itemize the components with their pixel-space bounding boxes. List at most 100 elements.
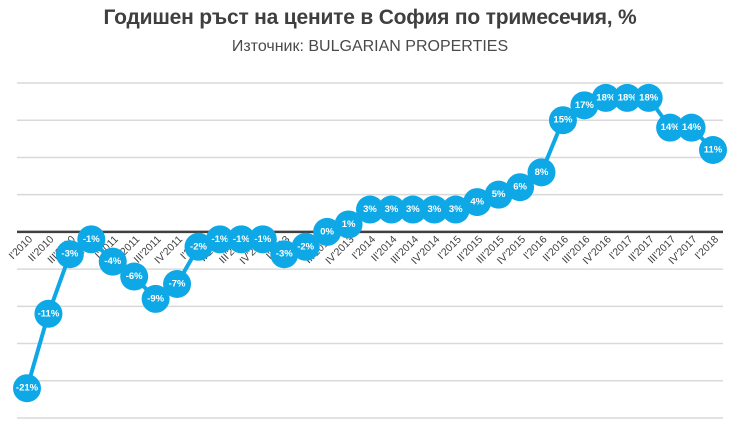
data-point: -9% xyxy=(141,284,170,313)
data-point: 3% xyxy=(398,195,427,224)
data-point: -6% xyxy=(120,262,149,291)
data-label: -9% xyxy=(147,293,164,304)
data-point: -1% xyxy=(248,225,277,254)
data-label: 4% xyxy=(470,197,484,208)
data-points: -21% -11% -3% -1% -4% -6% -9% -7% -2% -1% -1% -1% -3… xyxy=(13,83,727,403)
data-point-marker xyxy=(120,262,149,291)
data-label: 17% xyxy=(575,100,595,111)
data-point-marker xyxy=(141,284,170,313)
data-label: 14% xyxy=(661,122,681,133)
data-point: -7% xyxy=(163,270,192,298)
data-point: 17% xyxy=(570,91,599,120)
data-label: 8% xyxy=(535,167,549,178)
data-point-marker xyxy=(77,225,106,254)
data-label: 18% xyxy=(639,92,659,103)
data-label: -6% xyxy=(126,271,143,282)
data-point-marker xyxy=(656,113,685,142)
data-point-marker xyxy=(527,158,556,187)
data-label: 3% xyxy=(427,204,441,215)
data-label: -21% xyxy=(16,383,39,394)
data-point-marker xyxy=(634,83,663,112)
data-point-marker xyxy=(570,91,599,120)
data-point-marker xyxy=(34,299,63,328)
data-point: -2% xyxy=(184,232,213,261)
data-label: 0% xyxy=(320,226,334,237)
data-label: 14% xyxy=(682,122,702,133)
data-label: 1% xyxy=(342,219,356,230)
data-point: 8% xyxy=(527,158,556,187)
data-point: 3% xyxy=(420,195,449,224)
data-point-marker xyxy=(699,136,727,164)
chart-title: Годишен ръст на цените в София по тримес… xyxy=(103,6,637,29)
data-point-marker xyxy=(184,232,213,261)
x-tick-label: I'2018 xyxy=(693,233,722,262)
data-point: -3% xyxy=(270,240,299,269)
data-point: -2% xyxy=(291,232,320,261)
data-label: -4% xyxy=(104,256,121,267)
data-label: -1% xyxy=(233,234,250,245)
data-point-marker xyxy=(398,195,427,224)
data-label: -2% xyxy=(297,241,314,252)
data-point-marker xyxy=(163,270,192,298)
data-point-marker xyxy=(463,188,492,217)
data-point-marker xyxy=(377,195,406,224)
data-point: -1% xyxy=(227,225,256,254)
chart-subtitle: Източник: BULGARIAN PROPERTIES xyxy=(231,38,509,55)
data-label: 5% xyxy=(492,189,506,200)
data-point-marker xyxy=(248,225,277,254)
data-point-marker xyxy=(313,217,342,246)
data-point: -4% xyxy=(98,247,127,276)
data-point-marker xyxy=(484,180,513,209)
data-label: 3% xyxy=(449,204,463,215)
data-point: 11% xyxy=(699,136,727,164)
data-point-marker xyxy=(227,225,256,254)
data-point-marker xyxy=(441,195,470,224)
data-point: 3% xyxy=(441,195,470,224)
data-point: 14% xyxy=(656,113,685,142)
data-label: 3% xyxy=(385,204,399,215)
data-point-marker xyxy=(270,240,299,269)
data-label: 15% xyxy=(553,115,573,126)
data-point: -11% xyxy=(34,299,63,328)
data-label: -2% xyxy=(190,241,207,252)
data-label: -1% xyxy=(211,234,228,245)
data-point: 18% xyxy=(634,83,663,112)
data-point: 3% xyxy=(377,195,406,224)
data-point: 1% xyxy=(334,210,363,239)
data-point-marker xyxy=(591,83,620,112)
data-point: 18% xyxy=(613,83,642,112)
gridlines xyxy=(17,82,723,419)
data-label: 3% xyxy=(406,204,420,215)
data-point: 15% xyxy=(548,106,577,135)
data-label: -3% xyxy=(276,249,293,260)
data-point-marker xyxy=(291,232,320,261)
data-label: 3% xyxy=(363,204,377,215)
data-label: -1% xyxy=(254,234,271,245)
data-point: -1% xyxy=(77,225,106,254)
data-label: -11% xyxy=(38,308,60,319)
data-label: -7% xyxy=(169,279,186,290)
data-point: 14% xyxy=(677,113,706,142)
data-point: 4% xyxy=(463,188,492,217)
data-point-marker xyxy=(13,374,41,403)
data-label: 18% xyxy=(618,92,638,103)
data-point-marker xyxy=(55,240,84,269)
data-point: 6% xyxy=(506,173,535,202)
data-label: -1% xyxy=(83,234,100,245)
data-label: -3% xyxy=(61,249,78,260)
data-point-marker xyxy=(420,195,449,224)
data-point-marker xyxy=(506,173,535,202)
data-point: -1% xyxy=(205,225,234,254)
data-point-marker xyxy=(548,106,577,135)
data-label: 11% xyxy=(704,145,723,156)
data-label: 18% xyxy=(596,92,616,103)
data-point: 18% xyxy=(591,83,620,112)
data-point-marker xyxy=(205,225,234,254)
data-point: -21% xyxy=(13,374,41,403)
data-point: -3% xyxy=(55,240,84,269)
data-point: 0% xyxy=(313,217,342,246)
data-point-marker xyxy=(613,83,642,112)
data-point-marker xyxy=(98,247,127,276)
data-point-marker xyxy=(334,210,363,239)
